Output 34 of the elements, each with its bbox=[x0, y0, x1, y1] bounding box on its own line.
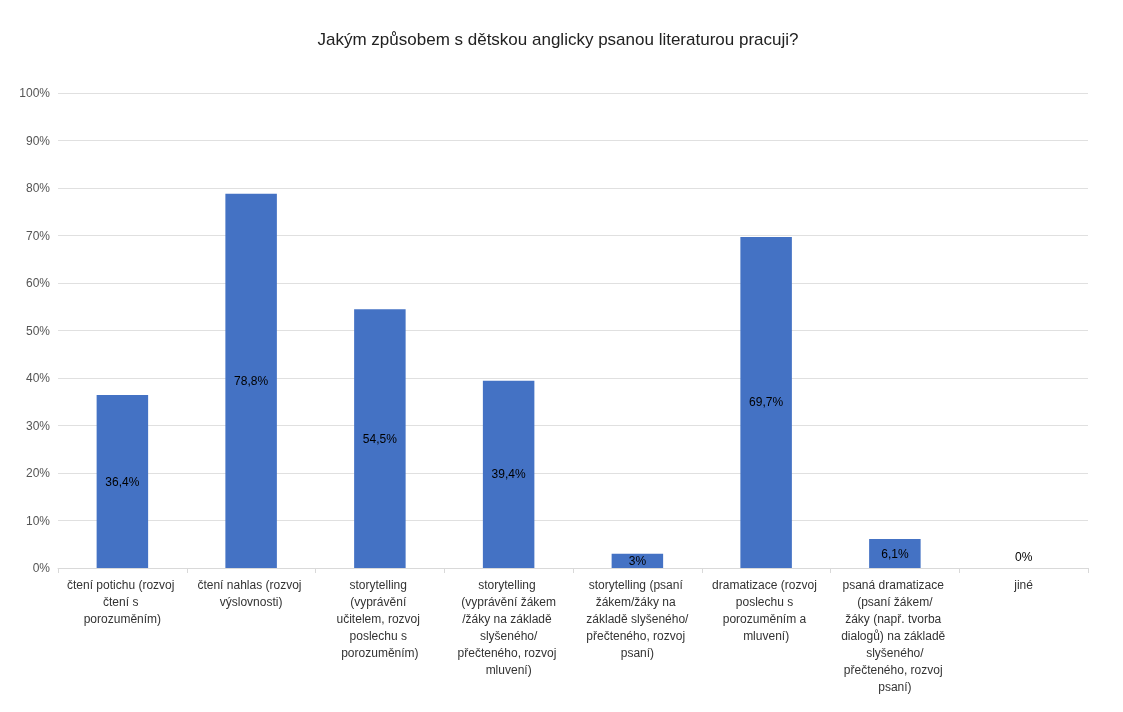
bar bbox=[354, 309, 406, 568]
x-tick-label: čtení nahlas (rozvoj výslovnosti) bbox=[197, 577, 305, 609]
data-label: 69,7% bbox=[749, 395, 784, 410]
y-tick-label: 10% bbox=[25, 513, 51, 528]
bar bbox=[740, 236, 792, 568]
data-label: 54,5% bbox=[362, 431, 398, 446]
y-tick-label: 40% bbox=[25, 371, 51, 385]
data-label: 3% bbox=[628, 553, 647, 568]
chart-title: Jakým způsobem s dětskou anglicky psanou literaturou pracuji? bbox=[317, 30, 799, 49]
data-label: 6,1% bbox=[881, 546, 909, 561]
bar bbox=[96, 395, 149, 568]
y-tick-label: 30% bbox=[25, 418, 51, 433]
data-label: 39,4% bbox=[491, 467, 526, 482]
x-tick-label: jiné bbox=[1013, 577, 1034, 592]
x-tick-label: storytelling (psaní žákem/žáky na základě slyšeného/přečteného, rozvoj psaní) bbox=[586, 577, 690, 660]
x-tick-label: dramatizace (rozvoj poslechu s porozuměním a mluvení) bbox=[712, 577, 821, 643]
data-label: 36,4% bbox=[105, 474, 140, 489]
y-tick-label: 100% bbox=[19, 86, 51, 100]
y-tick-label: 70% bbox=[25, 228, 51, 243]
y-tick-label: 80% bbox=[25, 181, 51, 195]
bar bbox=[225, 193, 277, 568]
y-tick-label: 0% bbox=[32, 561, 51, 575]
y-tick-label: 20% bbox=[25, 466, 51, 480]
x-tick-label: storytelling (vyprávění učitelem, rozvoj poslechu s porozuměním) bbox=[336, 577, 424, 660]
bar bbox=[869, 539, 921, 568]
y-tick-label: 90% bbox=[25, 133, 51, 148]
data-label: 0% bbox=[1014, 550, 1033, 564]
x-tick-label: storytelling (vyprávění žákem/žáky na základě slyšeného/přečteného, rozvoj mluvení) bbox=[457, 577, 560, 677]
y-tick-label: 50% bbox=[25, 323, 51, 338]
x-tick-label: čtení potichu (rozvoj čtení s porozuměním) bbox=[67, 577, 178, 626]
y-tick-label: 60% bbox=[25, 276, 51, 290]
bar bbox=[482, 380, 535, 568]
data-label: 78,8% bbox=[234, 373, 269, 388]
x-tick-label: psaná dramatizace (psaní žákem/žáky (např. tvorba dialogů) na základě slyšeného/přečteného, rozvoj psaní) bbox=[841, 577, 949, 694]
